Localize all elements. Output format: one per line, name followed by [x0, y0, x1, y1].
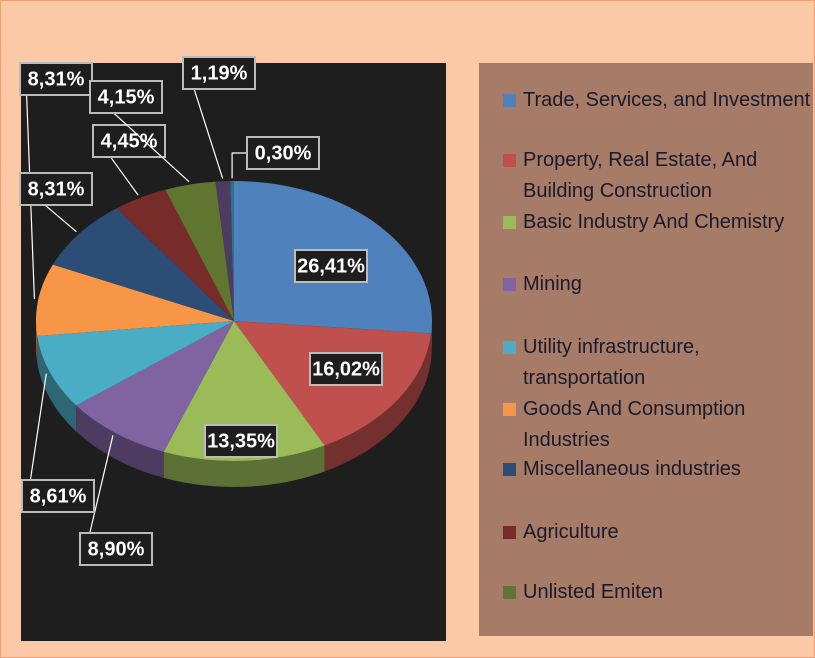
pie-side	[431, 321, 432, 360]
value-label-box	[309, 352, 383, 386]
pie-slice	[116, 189, 234, 321]
pie-side	[36, 321, 38, 363]
value-label: 26,41%	[297, 255, 365, 277]
pie-side	[163, 445, 325, 488]
legend-label: Basic Industry And Chemistry	[523, 211, 785, 233]
legend-label: Agriculture	[523, 521, 619, 543]
value-label-box	[92, 124, 166, 158]
value-label: 8,90%	[88, 538, 145, 560]
pie-slice	[215, 181, 234, 321]
legend: Trade, Services, and Investment Property,…	[479, 63, 813, 636]
value-label-box	[19, 62, 93, 96]
value-label: 16,02%	[312, 358, 380, 380]
legend-item: Trade, Services, and Investment	[503, 85, 814, 116]
value-label: 8,61%	[30, 485, 87, 507]
value-label-box	[19, 172, 93, 206]
legend-swatch	[503, 341, 516, 354]
value-label-box	[89, 80, 163, 114]
pie-slice	[37, 321, 234, 406]
value-label-box	[182, 56, 256, 90]
pie-side	[324, 333, 432, 472]
pie-slice	[163, 321, 325, 461]
legend-item: Agriculture	[503, 517, 814, 548]
value-label: 8,31%	[28, 68, 85, 90]
pie-slice	[165, 181, 234, 321]
legend-label: Trade, Services, and Investment	[523, 89, 811, 111]
legend-swatch	[503, 463, 516, 476]
pie-slice	[230, 181, 234, 321]
value-label: 13,35%	[207, 430, 275, 452]
value-label: 4,45%	[101, 130, 158, 152]
value-label-box	[21, 479, 95, 513]
legend-label: Unlisted Emiten	[523, 581, 664, 603]
value-label: 4,15%	[98, 86, 155, 108]
value-label: 0,30%	[255, 142, 312, 164]
legend-swatch	[503, 586, 516, 599]
value-label-box	[79, 532, 153, 566]
legend-item: Property, Real Estate, And Building Cons…	[503, 145, 814, 207]
legend-label: Mining	[523, 273, 582, 295]
value-label: 8,31%	[28, 178, 85, 200]
pie-slice	[36, 264, 235, 337]
value-label-box	[294, 249, 368, 283]
value-label-box	[204, 424, 278, 458]
legend-label: Property, Real Estate, And Building Cons…	[523, 149, 758, 202]
legend-swatch	[503, 526, 516, 539]
pie-slice	[76, 321, 234, 452]
legend-item: Goods And Consumption Industries	[503, 394, 814, 456]
legend-item: Unlisted Emiten	[503, 577, 814, 608]
pie-slice	[52, 208, 234, 321]
legend-label: Goods And Consumption Industries	[523, 398, 746, 451]
legend-item: Utility infrastructure, transportation	[503, 332, 814, 394]
legend-swatch	[503, 278, 516, 291]
value-label: 1,19%	[191, 62, 248, 84]
value-label-box	[246, 136, 320, 170]
legend-swatch	[503, 216, 516, 229]
legend-item: Mining	[503, 269, 814, 300]
legend-label: Utility infrastructure, transportation	[523, 336, 700, 389]
legend-label: Miscellaneous industries	[523, 458, 741, 480]
legend-swatch	[503, 94, 516, 107]
legend-item: Basic Industry And Chemistry	[503, 207, 814, 238]
pie-side	[76, 405, 164, 478]
legend-swatch	[503, 403, 516, 416]
legend-swatch	[503, 154, 516, 167]
pie-side	[37, 336, 77, 432]
legend-item: Miscellaneous industries	[503, 454, 814, 485]
